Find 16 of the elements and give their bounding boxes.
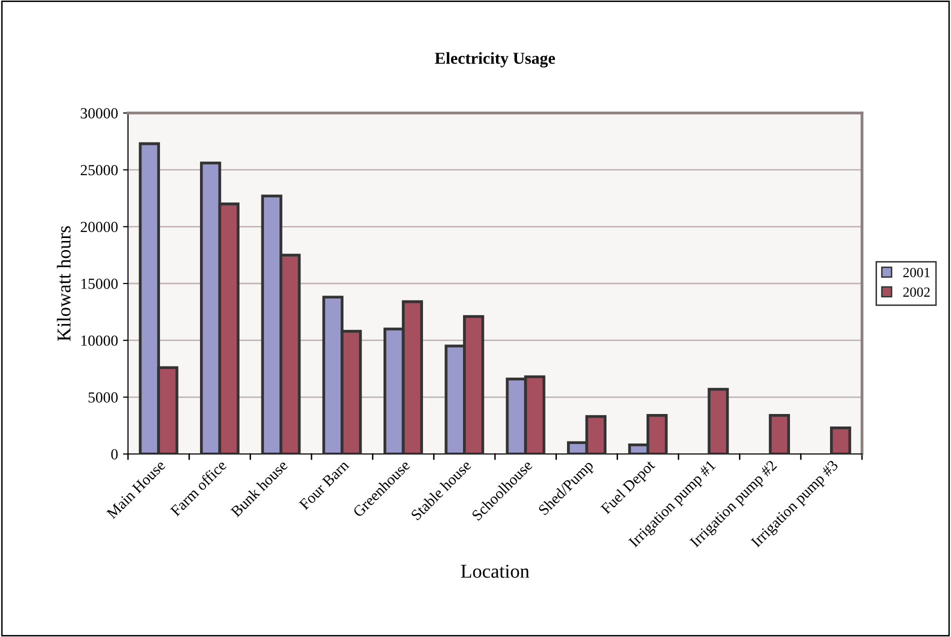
y-tick-label: 20000 [80, 222, 118, 232]
x-tick-label: Four Barn [298, 459, 350, 510]
y-tick-label: 30000 [80, 108, 118, 118]
bar [768, 414, 790, 454]
legend-label: 2002 [903, 287, 930, 297]
y-tick-label: 0 [111, 449, 118, 460]
bar [708, 388, 729, 454]
y-tick-label: 15000 [81, 278, 118, 289]
y-axis-title: Kilowatt hours [56, 226, 71, 341]
y-tick-label: 25000 [80, 164, 118, 176]
legend-label: 2001 [903, 268, 930, 278]
x-axis-title: Location [461, 564, 530, 578]
y-tick-label: 5000 [88, 392, 118, 403]
chart-title: Electricity Usage [434, 52, 555, 68]
bar [830, 426, 852, 454]
y-tick-label: 10000 [81, 335, 118, 346]
